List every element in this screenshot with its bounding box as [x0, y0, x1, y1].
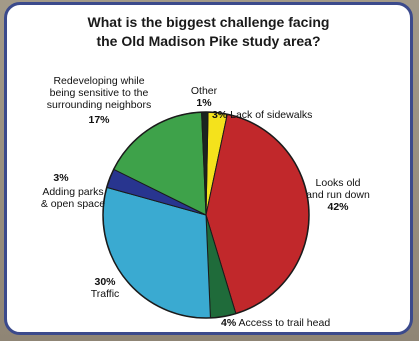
- name-traffic: Traffic: [90, 288, 120, 300]
- name-looks-old-line-2: and run down: [306, 189, 370, 201]
- label-adding-parks: 3% Adding parks & open space: [25, 172, 121, 210]
- name-looks-old-line-1: Looks old: [315, 177, 361, 189]
- pct-lack-of-sidewalks: 3%: [212, 109, 228, 121]
- pct-traffic: 30%: [94, 276, 116, 288]
- pct-looks-old: 42%: [327, 201, 349, 213]
- label-redeveloping: Redeveloping while being sensitive to th…: [33, 75, 165, 126]
- name-adding-parks-line-1: Adding parks: [42, 186, 104, 198]
- label-traffic: 30% Traffic: [85, 276, 125, 300]
- name-lack-of-sidewalks: Lack of sidewalks: [230, 109, 313, 121]
- label-access-trail: 4% Access to trail head: [221, 317, 330, 329]
- pie-chart: [102, 111, 310, 319]
- chart-title-line-1: What is the biggest challenge facing: [87, 14, 330, 30]
- label-looks-old: Looks old and run down 42%: [303, 177, 373, 213]
- name-redeveloping-line-2: being sensitive to the: [49, 87, 149, 99]
- chart-title-line-2: the Old Madison Pike study area?: [96, 33, 321, 49]
- label-lack-of-sidewalks: 3% Lack of sidewalks: [212, 109, 312, 121]
- pie-outline: [102, 111, 310, 319]
- chart-card: What is the biggest challenge facing the…: [4, 2, 413, 335]
- chart-title: What is the biggest challenge facing the…: [7, 13, 410, 51]
- pct-redeveloping: 17%: [88, 114, 110, 126]
- name-other: Other: [190, 85, 218, 97]
- name-redeveloping-line-3: surrounding neighbors: [46, 99, 152, 111]
- label-other: Other 1%: [189, 85, 219, 109]
- name-adding-parks-line-2: & open space: [40, 198, 106, 210]
- pie-slices: [102, 111, 310, 319]
- name-access-trail: Access to trail head: [238, 317, 331, 329]
- name-redeveloping-line-1: Redeveloping while: [53, 75, 145, 87]
- pct-other: 1%: [196, 97, 212, 109]
- pct-access-trail: 4%: [221, 317, 237, 329]
- pct-adding-parks: 3%: [53, 172, 69, 184]
